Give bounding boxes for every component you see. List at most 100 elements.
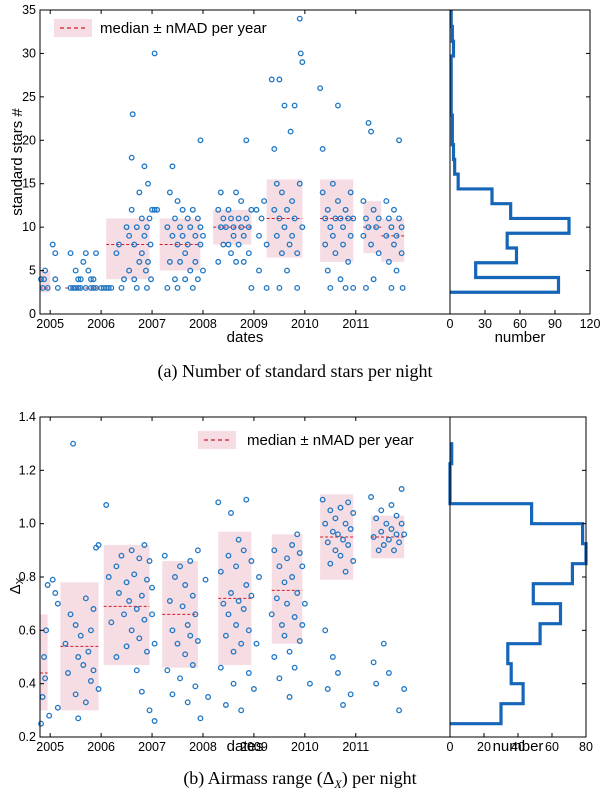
chart-a-point [299, 224, 306, 231]
chart-b-point [133, 606, 140, 612]
chart-b-point [95, 686, 102, 692]
chart-a-x-tick-label: 2010 [291, 317, 319, 331]
chart-b-point [347, 526, 354, 532]
chart-b-point [273, 595, 280, 602]
chart-a-point [297, 50, 304, 57]
chart-b-hist-outline [448, 442, 588, 726]
chart-b-point [151, 640, 158, 647]
chart-a-hist-tick-label: 30 [478, 317, 492, 331]
chart-b: 2005 2006 2007 2008 2009 2010 2011 0.20.40.60.… [7, 410, 593, 791]
chart-a-point [197, 137, 204, 144]
chart-b-point [77, 632, 84, 639]
chart-b-point [385, 536, 392, 543]
chart-a-point [215, 258, 222, 265]
chart-a-point [281, 224, 288, 231]
chart-b-point [284, 555, 290, 562]
chart-a-point [324, 206, 331, 213]
chart-a-hist-outline [449, 10, 571, 294]
chart-a-point [177, 224, 184, 231]
chart-a-point [370, 276, 377, 283]
chart-a-point [340, 241, 346, 248]
chart-b-point [225, 611, 232, 618]
chart-a-point [138, 215, 145, 222]
chart-b-x-ticks: 2005 2006 2007 2008 2009 2010 2011 [36, 417, 369, 754]
chart-b-point [187, 632, 194, 639]
chart-b-point [194, 547, 201, 554]
chart-b-point [42, 675, 49, 682]
chart-a-point [80, 258, 87, 265]
chart-a-point [263, 284, 270, 291]
chart-b-point [322, 520, 329, 527]
chart-b-points [38, 440, 408, 727]
chart-b-point [289, 574, 296, 580]
chart-a-point [148, 276, 154, 283]
chart-a-point [319, 146, 326, 152]
chart-b-point [52, 590, 59, 596]
chart-b-point [373, 680, 380, 687]
chart-a-point [271, 146, 278, 152]
chart-b-point [177, 563, 184, 570]
chart-a-point [322, 241, 329, 248]
chart-b-y-tick-label: 0.6 [19, 623, 36, 637]
chart-a-x-tick-label: 2011 [342, 317, 369, 331]
chart-b-yearly-bands [40, 494, 405, 711]
chart-a-point [215, 206, 222, 213]
chart-b-point [342, 568, 349, 575]
chart-a-point [296, 180, 303, 187]
chart-a-point [138, 250, 145, 257]
chart-a-point [360, 198, 367, 205]
chart-b-point [46, 712, 53, 719]
chart-a-point [383, 232, 390, 239]
chart-b-caption: (b) Airmass range (ΔX) per night [183, 768, 416, 791]
chart-a-point [268, 76, 275, 83]
chart-a-point [136, 258, 143, 265]
chart-b-point [398, 486, 405, 492]
chart-a-point [187, 224, 194, 231]
chart-b-point [248, 558, 255, 564]
chart-b-band-0 [40, 614, 48, 711]
chart-a-point [238, 198, 245, 205]
chart-a-point [164, 284, 171, 291]
chart-a-point [144, 224, 150, 231]
chart-b-point [380, 640, 387, 647]
chart-a-point [388, 284, 395, 291]
chart-a-point [129, 111, 136, 118]
chart-a-point [72, 267, 79, 274]
chart-b-point [87, 627, 94, 634]
chart-b-point [194, 638, 201, 644]
chart-b-point [82, 699, 89, 706]
chart-b-point [327, 507, 334, 514]
chart-b-point [151, 718, 158, 724]
chart-b-point [123, 579, 130, 586]
chart-a-hist-frame [449, 9, 591, 315]
chart-a-band-7 [363, 201, 382, 254]
chart-b-x-tick-label: 2007 [138, 740, 166, 754]
chart-b-point [324, 686, 331, 692]
chart-b-point [179, 603, 186, 610]
chart-a-point [368, 128, 375, 135]
chart-b-hist-tick-label: 60 [545, 740, 559, 754]
chart-b-point [378, 507, 385, 514]
chart-a-point [41, 276, 48, 283]
chart-a-point [52, 250, 59, 257]
chart-b-point [184, 699, 191, 706]
chart-a-point [245, 250, 252, 257]
chart-b-point [271, 654, 278, 660]
chart-b-hist-tick-label: 0 [447, 740, 454, 754]
chart-a-point [174, 241, 181, 248]
chart-a-point [296, 15, 303, 22]
chart-b-point [202, 576, 209, 583]
chart-b-hist-frame [449, 416, 587, 738]
chart-a-point [388, 224, 395, 231]
chart-a-point [233, 189, 240, 196]
chart-a-point [243, 215, 250, 222]
chart-a-point [192, 258, 199, 265]
chart-a-point [350, 215, 357, 222]
chart-a-y-tick-label: 0 [29, 307, 36, 321]
chart-a-x-tick-label: 2008 [189, 317, 217, 331]
chart-a-point [172, 215, 178, 222]
chart-b-point [192, 611, 199, 618]
chart-a-point [350, 284, 357, 291]
chart-a-point [317, 85, 324, 92]
